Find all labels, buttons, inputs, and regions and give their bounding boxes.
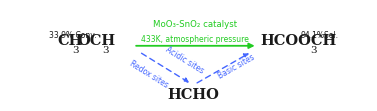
Text: 3: 3 — [311, 47, 317, 56]
Text: HCHO: HCHO — [167, 88, 219, 102]
Text: Basic sites: Basic sites — [216, 53, 256, 81]
Text: MoO₃-SnO₂ catalyst: MoO₃-SnO₂ catalyst — [153, 20, 237, 29]
Text: HCOOCH: HCOOCH — [261, 34, 337, 48]
Text: Acidic sites: Acidic sites — [164, 45, 205, 76]
Text: 3: 3 — [72, 47, 79, 56]
Text: 433K, atmospheric pressure: 433K, atmospheric pressure — [141, 35, 248, 44]
Text: CH: CH — [57, 34, 83, 48]
Text: Redox sites: Redox sites — [128, 59, 170, 90]
Text: OCH: OCH — [77, 34, 115, 48]
Text: 94.1%Sel.: 94.1%Sel. — [301, 31, 339, 40]
Text: 3: 3 — [103, 47, 109, 56]
Text: 33.9% Conv.: 33.9% Conv. — [49, 31, 96, 40]
